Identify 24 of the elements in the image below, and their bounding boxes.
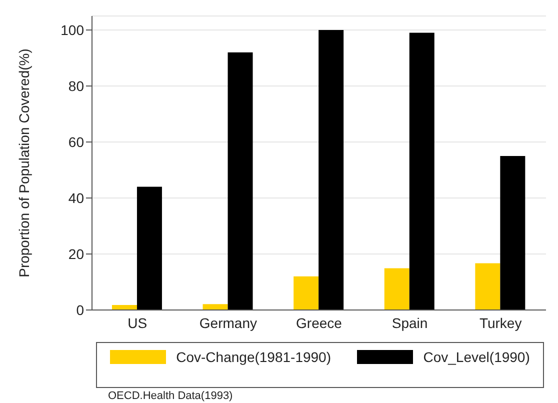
y-axis-title: Proportion of Population Covered(%) <box>16 48 32 278</box>
x-tick-label: Spain <box>392 314 428 331</box>
y-tick-label: 100 <box>60 22 84 38</box>
bar <box>294 276 319 310</box>
bar <box>136 186 162 310</box>
x-tick-label: Germany <box>199 314 257 331</box>
y-tick-label: 80 <box>68 78 84 94</box>
legend-label: Cov_Level(1990) <box>423 349 530 365</box>
bar <box>318 30 344 310</box>
y-tick-label: 40 <box>68 190 84 206</box>
y-tick-label: 20 <box>68 246 84 262</box>
x-tick-label: US <box>128 314 148 331</box>
text: OECD.Health Data(1993) <box>108 390 234 402</box>
bar <box>475 263 500 310</box>
bar <box>409 32 434 310</box>
legend-label: Cov-Change(1981-1990) <box>176 349 331 365</box>
y-tick-label: 60 <box>68 134 84 150</box>
x-tick-label: Turkey <box>479 314 522 331</box>
x-tick-label: Greece <box>296 314 342 331</box>
bar <box>384 268 410 310</box>
bar <box>228 52 253 310</box>
y-tick-label: 0 <box>76 302 84 318</box>
bar <box>500 156 526 310</box>
bar <box>202 304 228 310</box>
